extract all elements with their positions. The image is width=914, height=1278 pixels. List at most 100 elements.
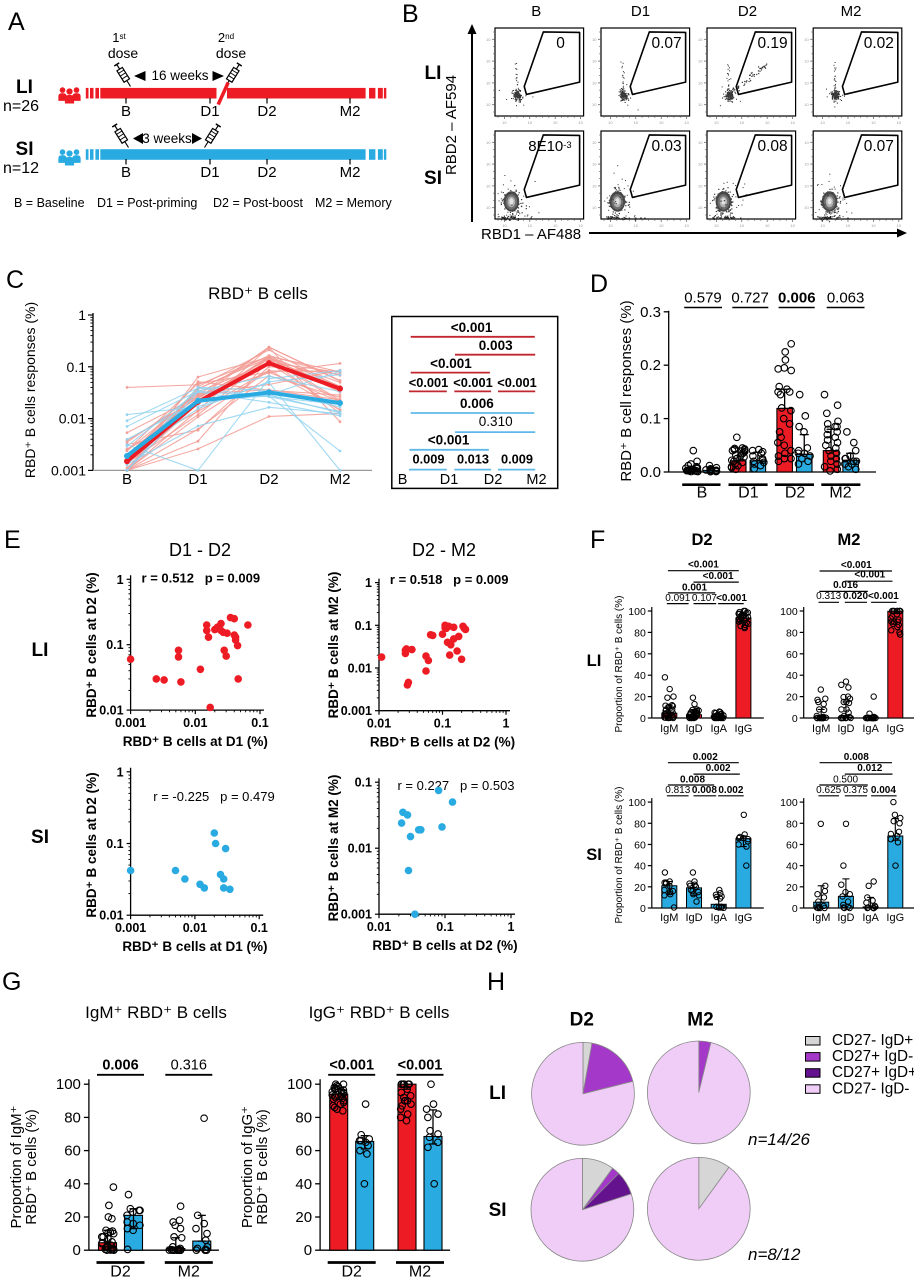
svg-text:D2: D2 (110, 1264, 131, 1278)
svg-text:r = 0.227 p = 0.503: r = 0.227 p = 0.503 (397, 778, 514, 793)
svg-text:10: 10 (592, 102, 597, 107)
svg-text:IgG: IgG (886, 912, 904, 924)
svg-text:RBD⁺ B cells at M2 (%): RBD⁺ B cells at M2 (%) (326, 572, 341, 719)
svg-text:1: 1 (78, 307, 86, 323)
svg-text:n=8/12: n=8/12 (748, 1245, 801, 1264)
svg-text:0.1: 0.1 (434, 717, 451, 731)
svg-text:100: 100 (628, 606, 646, 618)
svg-text:IgA: IgA (862, 912, 879, 924)
svg-text:40: 40 (786, 670, 798, 682)
svg-text:RBD⁺ B cells: RBD⁺ B cells (208, 284, 308, 303)
svg-text:D2: D2 (738, 3, 757, 20)
svg-text:10: 10 (634, 223, 639, 228)
svg-text:40: 40 (295, 1176, 312, 1193)
svg-text:40: 40 (634, 861, 646, 873)
svg-text:10: 10 (804, 183, 809, 188)
svg-text:0.006: 0.006 (778, 290, 816, 307)
svg-text:0.08: 0.08 (758, 138, 788, 155)
svg-text:0.01: 0.01 (348, 842, 372, 856)
svg-text:0: 0 (640, 713, 646, 725)
svg-text:0.002: 0.002 (693, 752, 718, 763)
svg-text:0.03: 0.03 (652, 138, 682, 155)
svg-text:10: 10 (698, 140, 703, 145)
svg-text:10: 10 (578, 120, 583, 125)
svg-text:SI: SI (16, 139, 34, 160)
svg-text:10: 10 (790, 120, 795, 125)
svg-text:0.012: 0.012 (857, 763, 882, 774)
svg-text:10: 10 (608, 223, 613, 228)
svg-text:M2: M2 (687, 1010, 713, 1031)
svg-text:10: 10 (846, 120, 851, 125)
svg-text:1: 1 (503, 717, 510, 731)
svg-text:B: B (402, 0, 419, 28)
svg-text:CD27+ IgD+: CD27+ IgD+ (832, 1064, 914, 1081)
svg-text:LI: LI (587, 652, 602, 670)
svg-text:0.01: 0.01 (348, 662, 372, 676)
svg-text:SI: SI (586, 846, 602, 864)
svg-text:D2: D2 (785, 485, 806, 502)
svg-text:10: 10 (486, 37, 491, 42)
svg-text:D1: D1 (631, 3, 650, 20)
svg-text:0.310: 0.310 (479, 414, 513, 429)
svg-text:10: 10 (804, 80, 809, 85)
svg-text:80: 80 (634, 627, 646, 639)
svg-text:Proportion of RBD⁺ B cells (%): Proportion of RBD⁺ B cells (%) (614, 787, 625, 924)
svg-text:A: A (8, 8, 25, 36)
svg-text:0.016: 0.016 (833, 580, 858, 591)
svg-text:F: F (590, 526, 605, 554)
svg-text:r = 0.518 p = 0.009: r = 0.518 p = 0.009 (390, 572, 509, 587)
svg-text:0.006: 0.006 (460, 396, 494, 411)
svg-text:CD27- IgD+: CD27- IgD+ (832, 1032, 913, 1049)
svg-text:100: 100 (287, 1076, 312, 1093)
svg-text:0: 0 (304, 1242, 312, 1259)
svg-text:10: 10 (553, 223, 558, 228)
svg-text:IgA: IgA (710, 912, 727, 924)
svg-text:D2: D2 (257, 103, 276, 120)
svg-text:G: G (2, 968, 21, 996)
svg-text:<0.001: <0.001 (868, 591, 899, 602)
svg-text:20: 20 (64, 1209, 81, 1226)
svg-text:60: 60 (634, 649, 646, 661)
svg-text:0.107: 0.107 (692, 593, 717, 604)
svg-text:M2: M2 (409, 1264, 431, 1278)
svg-text:D2 - M2: D2 - M2 (412, 540, 476, 560)
svg-text:<0.001: <0.001 (688, 560, 719, 571)
svg-text:10: 10 (592, 59, 597, 64)
svg-text:0.01: 0.01 (59, 411, 86, 427)
svg-text:0.01: 0.01 (367, 920, 391, 934)
svg-text:0.008: 0.008 (844, 752, 869, 763)
svg-text:0.375: 0.375 (843, 785, 868, 796)
svg-text:10: 10 (698, 80, 703, 85)
svg-text:10: 10 (765, 223, 770, 228)
svg-text:B: B (697, 485, 708, 502)
svg-text:IgM: IgM (660, 912, 678, 924)
svg-text:10: 10 (804, 140, 809, 145)
svg-text:0.313: 0.313 (816, 591, 841, 602)
svg-text:<0.001: <0.001 (497, 375, 537, 390)
svg-text:10: 10 (486, 162, 491, 167)
svg-text:RBD⁺ B cells (%): RBD⁺ B cells (%) (23, 1109, 40, 1224)
svg-text:10: 10 (592, 37, 597, 42)
svg-text:10: 10 (659, 120, 664, 125)
svg-text:10: 10 (804, 205, 809, 210)
svg-text:IgG: IgG (886, 723, 904, 735)
svg-text:M2: M2 (330, 471, 351, 488)
svg-text:<0.001: <0.001 (453, 375, 493, 390)
svg-text:10: 10 (871, 120, 876, 125)
svg-text:D1: D1 (188, 471, 207, 488)
svg-text:10: 10 (592, 140, 597, 145)
svg-text:M2: M2 (526, 472, 546, 488)
svg-text:10: 10 (714, 120, 719, 125)
svg-text:0.1: 0.1 (106, 638, 123, 652)
svg-text:80: 80 (634, 818, 646, 830)
svg-text:<0.001: <0.001 (716, 593, 747, 604)
svg-text:10: 10 (659, 223, 664, 228)
svg-text:0.01: 0.01 (99, 704, 123, 718)
svg-text:E: E (4, 526, 21, 554)
svg-text:20: 20 (786, 692, 798, 704)
svg-text:0.063: 0.063 (827, 290, 865, 307)
svg-text:0.003: 0.003 (479, 338, 513, 353)
svg-text:D2: D2 (570, 1010, 594, 1031)
svg-text:D1 = Post-priming: D1 = Post-priming (97, 196, 197, 210)
svg-text:0.01: 0.01 (367, 717, 391, 731)
